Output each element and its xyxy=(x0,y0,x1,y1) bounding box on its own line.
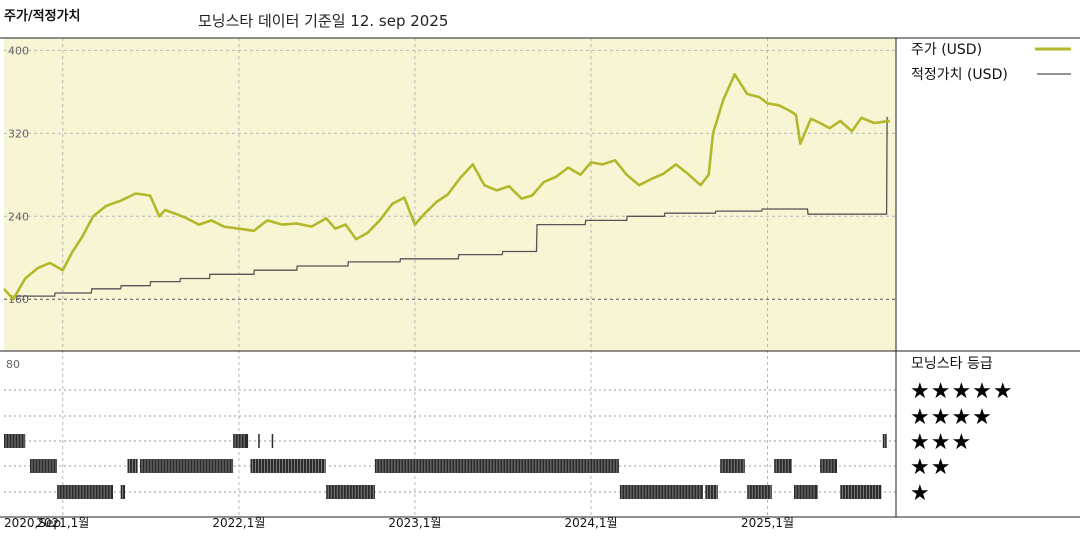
rating-bar xyxy=(326,485,375,499)
rating-segment xyxy=(840,485,882,499)
rating-segment xyxy=(619,485,703,499)
rating-segment xyxy=(705,485,718,499)
rating-segment xyxy=(326,485,375,499)
rating-bar xyxy=(840,485,882,499)
rating-segment xyxy=(271,434,274,448)
rating-segment xyxy=(374,459,619,473)
rating-segment xyxy=(882,434,887,448)
rating-segment xyxy=(127,459,138,473)
x-tick-label: 2020,Sep xyxy=(4,516,61,530)
rating-history-layer xyxy=(4,434,887,499)
rating-bar xyxy=(4,434,26,448)
rating-bar xyxy=(705,485,718,499)
rating-5-stars: ★★★★★ xyxy=(910,379,1014,404)
rating-bar xyxy=(250,459,326,473)
rating-bar xyxy=(720,459,745,473)
rating-legend: 모닝스타 등급 ★★★★★ ★★★★ ★★★ ★★ ★ xyxy=(910,356,1014,506)
x-tick-label: 2023,1월 xyxy=(388,516,441,530)
x-tick-label: 2022,1월 xyxy=(212,516,265,530)
rating-segment xyxy=(57,485,113,499)
rating-bar xyxy=(271,434,274,448)
rating-segment xyxy=(120,485,125,499)
legend: 주가 (USD) 적정가치 (USD) xyxy=(911,42,1071,83)
rating-segment xyxy=(820,459,837,473)
rating-bar xyxy=(258,434,260,448)
rating-bar xyxy=(774,459,792,473)
rating-segment xyxy=(30,459,57,473)
grid-layer xyxy=(4,38,896,517)
rating-2-stars: ★★ xyxy=(910,455,951,480)
rating-bar xyxy=(820,459,837,473)
rating-segment xyxy=(233,434,249,448)
rating-segment xyxy=(4,434,26,448)
rating-3-stars: ★★★ xyxy=(910,430,972,455)
y-axis-label: 주가/적정가치 xyxy=(4,8,81,24)
legend-fair-value-label: 적정가치 (USD) xyxy=(911,67,1008,83)
rating-4-stars: ★★★★ xyxy=(910,405,993,430)
rating-bar xyxy=(619,485,703,499)
rating-segment xyxy=(794,485,818,499)
rating-1-star: ★ xyxy=(910,481,931,506)
rating-bar xyxy=(794,485,818,499)
rating-segment xyxy=(250,459,326,473)
rating-bar xyxy=(747,485,772,499)
chart-subtitle: 모닝스타 데이터 기준일 12. sep 2025 xyxy=(198,12,448,30)
rating-panel-tick: 80 xyxy=(6,358,20,371)
rating-segment xyxy=(720,459,745,473)
y-tick-label: 400 xyxy=(8,44,29,57)
x-tick-label: 2024,1월 xyxy=(564,516,617,530)
rating-segment xyxy=(747,485,772,499)
rating-bar xyxy=(57,485,113,499)
price-line xyxy=(3,73,891,301)
fair-value-line xyxy=(13,116,888,297)
rating-legend-title: 모닝스타 등급 xyxy=(911,356,993,372)
y-tick-label: 320 xyxy=(8,127,29,140)
y-tick-label: 240 xyxy=(8,210,29,223)
rating-segment xyxy=(140,459,234,473)
x-tick-label: 2021,1월 xyxy=(36,516,89,530)
legend-price-label: 주가 (USD) xyxy=(911,42,982,58)
rating-segment xyxy=(774,459,792,473)
x-tick-label: 2025,1월 xyxy=(741,516,794,530)
rating-segment xyxy=(258,434,260,448)
